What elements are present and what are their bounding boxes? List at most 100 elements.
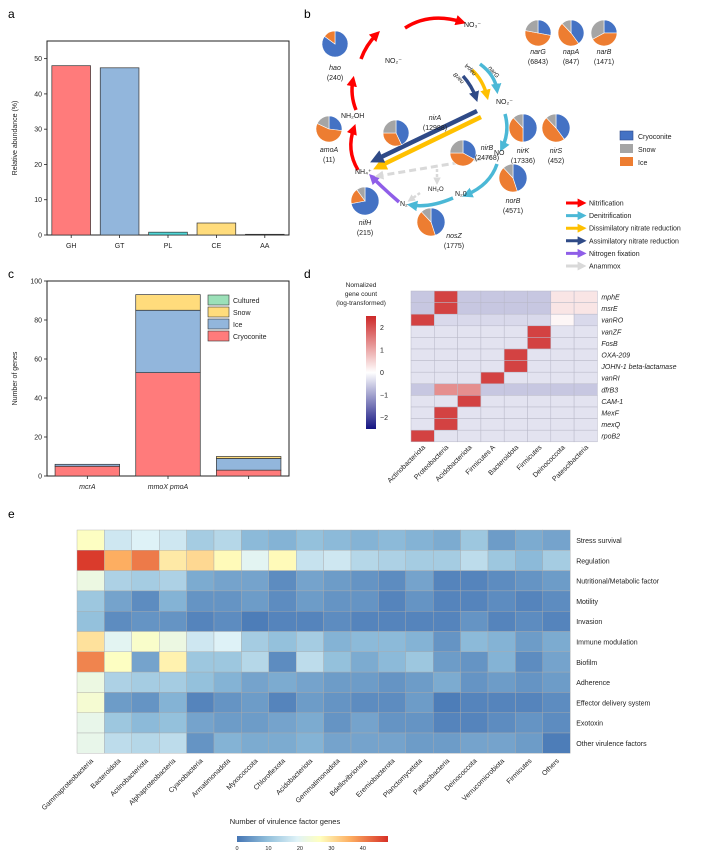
heatmap-cell xyxy=(515,611,544,632)
heatmap-cell xyxy=(158,671,187,693)
heatmap-cell xyxy=(457,406,482,419)
row-label: mphE xyxy=(601,295,620,302)
heatmap-cell xyxy=(433,712,461,734)
heatmap-cell xyxy=(542,611,571,632)
heatmap-cell xyxy=(158,692,187,713)
pie-slice xyxy=(395,119,410,146)
heatmap-cell xyxy=(480,313,505,327)
heatmap-cell xyxy=(296,692,324,713)
heatmap-cell xyxy=(268,671,297,693)
heatmap-cell xyxy=(515,712,544,734)
heatmap-cell xyxy=(350,570,379,592)
row-label: Regulation xyxy=(576,558,610,565)
heatmap-cell xyxy=(76,671,105,693)
heatmap-cell xyxy=(487,590,516,612)
heatmap-cell xyxy=(405,712,434,734)
heatmap-cell xyxy=(434,348,458,361)
heatmap-cell xyxy=(527,371,552,385)
heatmap-cell xyxy=(405,692,434,713)
y-tick-label: 80 xyxy=(34,318,42,325)
bar-segment-cryoconite xyxy=(54,465,120,477)
pie-nirS xyxy=(541,113,571,143)
heatmap-cell xyxy=(460,611,489,632)
heatmap-cell xyxy=(296,590,324,612)
heatmap-cell xyxy=(350,732,379,754)
colorbar-tick-label: 10 xyxy=(265,846,271,852)
gene-name-hao: hao xyxy=(329,65,341,72)
x-tick-label: GH xyxy=(66,243,77,250)
heatmap-cell xyxy=(186,611,215,632)
heatmap-cell xyxy=(550,371,575,385)
heatmap-cell xyxy=(542,671,571,693)
row-label: Adherence xyxy=(576,680,610,687)
panel-letter-a: a xyxy=(8,7,15,21)
heatmap-cell xyxy=(542,529,571,551)
heatmap-cell xyxy=(213,570,242,592)
arrow-denitrification-norB xyxy=(462,163,499,198)
heatmap-cell xyxy=(241,611,269,632)
heatmap-cell xyxy=(76,529,105,551)
heatmap-cell xyxy=(131,651,160,673)
arrow-dissimilatory-napA xyxy=(470,68,491,101)
heatmap-cell xyxy=(503,371,528,385)
pie-slice xyxy=(502,163,514,179)
heatmap-cell xyxy=(268,550,297,571)
heatmap-cell xyxy=(131,631,160,652)
colorbar-tick-label: 20 xyxy=(297,846,303,852)
gene-name-narB: narB xyxy=(597,49,612,56)
heatmap-cell xyxy=(550,418,575,431)
y-tick-label: 30 xyxy=(34,127,42,134)
heatmap-cell xyxy=(542,570,571,592)
heatmap-cell xyxy=(503,395,528,408)
heatmap-cell xyxy=(76,550,105,571)
heatmap-cell xyxy=(378,550,406,571)
heatmap-cell xyxy=(410,348,435,361)
heatmap-cell xyxy=(480,348,505,361)
heatmap-cell xyxy=(503,325,528,338)
heatmap-cell xyxy=(323,651,352,673)
heatmap-cell xyxy=(213,671,242,693)
heatmap-cell xyxy=(515,732,544,754)
heatmap-cell xyxy=(131,712,160,734)
heatmap-cell xyxy=(131,590,160,612)
legend-swatch-snow xyxy=(620,144,633,153)
heatmap-cell xyxy=(550,290,575,303)
heatmap-cell xyxy=(131,732,160,754)
row-label: Invasion xyxy=(576,619,602,626)
heatmap-cell xyxy=(323,732,352,754)
compound-n2: N₂ xyxy=(400,201,408,208)
arrow-assimilatory-narB xyxy=(461,74,479,102)
heatmap-cell xyxy=(213,590,242,612)
x-tick-label: CE xyxy=(212,243,222,250)
gene-name-nirB: nirB xyxy=(481,145,494,152)
heatmap-cell xyxy=(433,611,461,632)
heatmap-cell xyxy=(131,550,160,571)
pie-nirB xyxy=(449,139,477,167)
heatmap-cell xyxy=(186,651,215,673)
heatmap-cell xyxy=(104,590,133,612)
heatmap-cell xyxy=(573,383,598,396)
heatmap-cell xyxy=(460,631,489,652)
arrow-nitrification-1 xyxy=(346,75,358,111)
heatmap-cell xyxy=(503,406,528,419)
heatmap-cell xyxy=(550,325,575,338)
heatmap-cell xyxy=(350,550,379,571)
bar-AA xyxy=(245,233,285,236)
heatmap-cell xyxy=(131,529,160,551)
heatmap-cell xyxy=(378,570,406,592)
colorbar-tick-label: 40 xyxy=(360,846,366,852)
heatmap-cell xyxy=(433,732,461,754)
heatmap-cell xyxy=(460,651,489,673)
y-axis-label: Relative abundance (%) xyxy=(12,101,19,176)
row-label: FosB xyxy=(601,341,618,348)
heatmap-cell xyxy=(350,692,379,713)
arrow-denitrification-narG xyxy=(478,62,502,95)
heatmap-cell xyxy=(573,337,598,350)
heatmap-cell xyxy=(158,590,187,612)
gene-name-norB: norB xyxy=(506,198,521,205)
heatmap-cell xyxy=(378,529,406,551)
row-label: Stress survival xyxy=(576,538,622,545)
pie-slice xyxy=(524,19,539,34)
bar-segment-cryoconite xyxy=(135,372,201,477)
